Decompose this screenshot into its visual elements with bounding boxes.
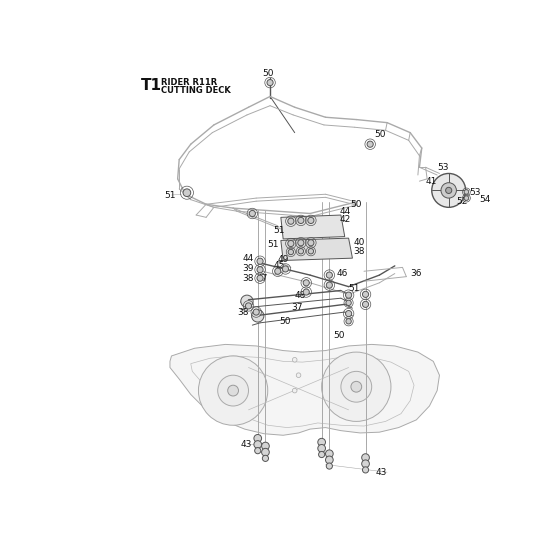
Circle shape bbox=[254, 435, 262, 442]
Text: 41: 41 bbox=[426, 176, 437, 186]
Circle shape bbox=[325, 456, 333, 464]
Text: 38: 38 bbox=[237, 307, 249, 316]
Circle shape bbox=[464, 196, 469, 200]
Text: 50: 50 bbox=[262, 69, 274, 78]
Circle shape bbox=[303, 289, 309, 295]
Circle shape bbox=[274, 268, 281, 274]
Circle shape bbox=[298, 240, 304, 246]
Circle shape bbox=[257, 267, 263, 273]
Text: 53: 53 bbox=[469, 188, 481, 197]
Text: 40: 40 bbox=[353, 238, 365, 248]
Circle shape bbox=[326, 282, 333, 288]
Circle shape bbox=[318, 445, 325, 452]
Circle shape bbox=[262, 442, 269, 450]
Polygon shape bbox=[281, 238, 352, 260]
Circle shape bbox=[362, 301, 368, 307]
Circle shape bbox=[262, 455, 268, 461]
Text: 48: 48 bbox=[295, 291, 306, 300]
Text: 51: 51 bbox=[268, 240, 279, 249]
Circle shape bbox=[249, 211, 255, 217]
Circle shape bbox=[362, 467, 368, 473]
Circle shape bbox=[432, 174, 465, 207]
Text: 44: 44 bbox=[242, 254, 254, 263]
Circle shape bbox=[308, 240, 314, 246]
Circle shape bbox=[321, 352, 391, 421]
Polygon shape bbox=[281, 215, 345, 239]
Circle shape bbox=[228, 385, 239, 396]
Circle shape bbox=[255, 447, 261, 454]
Text: 43: 43 bbox=[376, 468, 387, 477]
Circle shape bbox=[318, 438, 325, 446]
Text: 43: 43 bbox=[241, 440, 252, 449]
Circle shape bbox=[351, 381, 362, 392]
Circle shape bbox=[341, 371, 372, 402]
Polygon shape bbox=[170, 344, 440, 435]
Circle shape bbox=[325, 450, 333, 458]
Circle shape bbox=[253, 309, 259, 315]
Text: 38: 38 bbox=[353, 248, 365, 256]
Text: 39: 39 bbox=[242, 264, 254, 273]
Text: 42: 42 bbox=[339, 215, 351, 224]
Circle shape bbox=[308, 249, 314, 254]
Circle shape bbox=[245, 303, 251, 309]
Circle shape bbox=[346, 300, 351, 306]
Text: 44: 44 bbox=[339, 207, 351, 217]
Text: 36: 36 bbox=[410, 269, 422, 278]
Circle shape bbox=[362, 460, 370, 468]
Circle shape bbox=[288, 240, 294, 246]
Circle shape bbox=[257, 275, 263, 281]
Text: 38: 38 bbox=[242, 274, 254, 283]
Text: 54: 54 bbox=[479, 195, 491, 204]
Circle shape bbox=[251, 310, 264, 322]
Text: CUTTING DECK: CUTTING DECK bbox=[161, 86, 231, 95]
Text: 46: 46 bbox=[336, 269, 348, 278]
Circle shape bbox=[367, 141, 373, 147]
Circle shape bbox=[362, 291, 368, 297]
Circle shape bbox=[241, 295, 253, 307]
Circle shape bbox=[362, 454, 370, 461]
Circle shape bbox=[257, 258, 263, 264]
Text: 53: 53 bbox=[437, 163, 449, 172]
Circle shape bbox=[198, 356, 268, 425]
Circle shape bbox=[282, 266, 288, 272]
Circle shape bbox=[346, 292, 352, 298]
Circle shape bbox=[292, 357, 297, 362]
Circle shape bbox=[446, 187, 452, 193]
Circle shape bbox=[262, 449, 269, 456]
Text: 50: 50 bbox=[374, 130, 385, 139]
Text: 37: 37 bbox=[291, 303, 302, 312]
Text: 50: 50 bbox=[350, 200, 362, 209]
Circle shape bbox=[464, 190, 469, 194]
Text: T1: T1 bbox=[141, 78, 162, 93]
Circle shape bbox=[254, 441, 262, 449]
Circle shape bbox=[441, 183, 456, 198]
Circle shape bbox=[292, 388, 297, 393]
Text: 45: 45 bbox=[273, 262, 284, 270]
Circle shape bbox=[319, 451, 325, 458]
Circle shape bbox=[298, 249, 304, 254]
Circle shape bbox=[183, 189, 191, 197]
Text: 51: 51 bbox=[348, 284, 360, 293]
Text: 51: 51 bbox=[273, 226, 284, 235]
Circle shape bbox=[308, 217, 314, 223]
Text: 49: 49 bbox=[278, 255, 289, 264]
Circle shape bbox=[346, 319, 351, 324]
Text: 52: 52 bbox=[456, 198, 468, 207]
Text: 50: 50 bbox=[279, 317, 291, 326]
Text: RIDER R11R: RIDER R11R bbox=[161, 78, 217, 87]
Circle shape bbox=[218, 375, 249, 406]
Circle shape bbox=[296, 373, 301, 377]
Circle shape bbox=[303, 279, 309, 286]
Text: 51: 51 bbox=[164, 190, 175, 199]
Text: 47: 47 bbox=[256, 274, 268, 283]
Circle shape bbox=[326, 463, 333, 469]
Circle shape bbox=[267, 80, 273, 86]
Circle shape bbox=[346, 310, 352, 316]
Circle shape bbox=[288, 218, 294, 224]
Text: 50: 50 bbox=[333, 330, 345, 340]
Circle shape bbox=[326, 272, 333, 278]
Circle shape bbox=[298, 217, 304, 223]
Circle shape bbox=[288, 249, 293, 255]
